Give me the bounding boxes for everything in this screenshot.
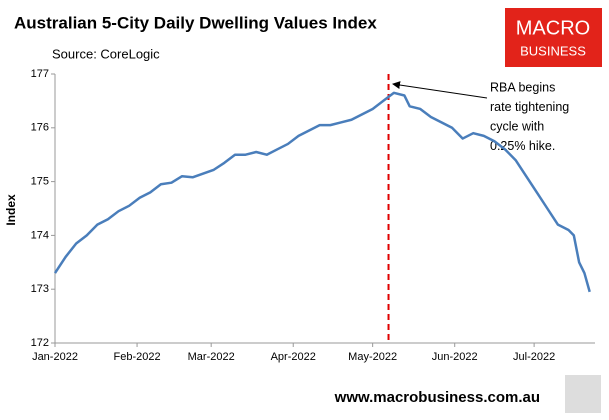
chart-title: Australian 5-City Daily Dwelling Values … — [14, 13, 377, 32]
chart-subtitle: Source: CoreLogic — [52, 46, 160, 61]
annotation-arrow — [392, 81, 488, 99]
y-tick-label: 172 — [31, 337, 49, 349]
x-tick-label: Apr-2022 — [271, 351, 316, 363]
annotation-text: RBA begins — [490, 80, 555, 94]
y-axis-label: Index — [4, 194, 18, 226]
y-tick-label: 173 — [31, 283, 49, 295]
x-tick-label: Jan-2022 — [32, 351, 78, 363]
y-tick-label: 177 — [31, 68, 49, 80]
x-tick-label: Jul-2022 — [513, 351, 555, 363]
x-tick-label: May-2022 — [348, 351, 397, 363]
y-tick-label: 176 — [31, 122, 49, 134]
footer: www.macrobusiness.com.au — [334, 389, 540, 406]
y-tick-label: 175 — [31, 176, 49, 188]
x-tick-label: Jun-2022 — [432, 351, 478, 363]
logo-box — [505, 8, 602, 67]
x-tick-label: Feb-2022 — [114, 351, 161, 363]
wolf-icon — [565, 375, 601, 413]
data-line — [53, 91, 591, 293]
logo-text: BUSINESS — [520, 43, 586, 58]
logo-text: MACRO — [516, 17, 590, 39]
y-tick-label: 174 — [31, 229, 49, 241]
annotation-text: cycle with — [490, 119, 544, 133]
x-tick-label: Mar-2022 — [188, 351, 235, 363]
annotation-text: rate tightening — [490, 100, 569, 114]
